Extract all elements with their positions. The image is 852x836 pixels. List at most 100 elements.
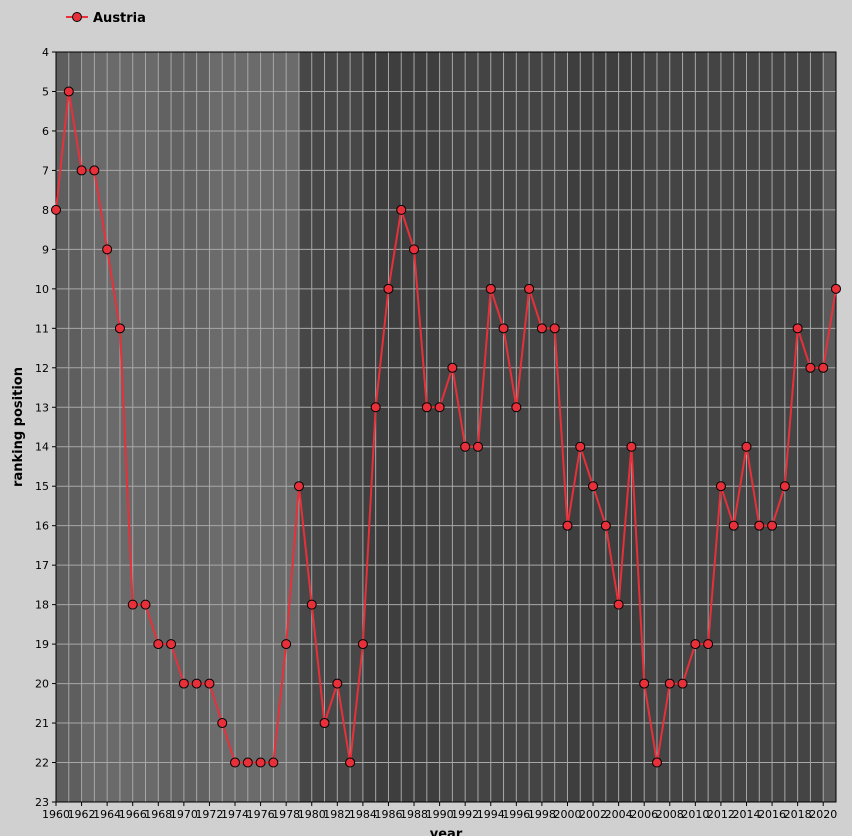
marker	[754, 520, 765, 531]
x-tick-label: 2000	[553, 808, 581, 821]
marker	[76, 165, 87, 176]
y-tick-label: 13	[35, 401, 49, 414]
x-tick-label: 2002	[579, 808, 607, 821]
marker	[140, 599, 151, 610]
marker	[767, 520, 778, 531]
marker	[626, 441, 637, 452]
x-axis-label: year	[430, 827, 463, 836]
marker	[575, 441, 586, 452]
x-tick-label: 1992	[451, 808, 479, 821]
marker	[255, 757, 266, 768]
y-tick-label: 5	[42, 85, 49, 98]
x-tick-label: 1994	[477, 808, 505, 821]
marker	[549, 323, 560, 334]
y-tick-label: 16	[35, 520, 49, 533]
marker	[664, 678, 675, 689]
marker	[204, 678, 215, 689]
marker	[191, 678, 202, 689]
x-tick-label: 1974	[221, 808, 249, 821]
marker	[281, 639, 292, 650]
x-tick-label: 2018	[784, 808, 812, 821]
x-tick-label: 1984	[349, 808, 377, 821]
marker	[779, 481, 790, 492]
marker	[396, 204, 407, 215]
x-tick-label: 2010	[681, 808, 709, 821]
marker	[383, 283, 394, 294]
y-tick-label: 22	[35, 757, 49, 770]
marker	[306, 599, 317, 610]
marker	[472, 441, 483, 452]
y-tick-label: 11	[35, 322, 49, 335]
x-tick-label: 1976	[247, 808, 275, 821]
marker	[293, 481, 304, 492]
x-tick-label: 1978	[272, 808, 300, 821]
x-tick-label: 1970	[170, 808, 198, 821]
marker	[51, 204, 61, 215]
x-tick-label: 1990	[426, 808, 454, 821]
marker	[728, 520, 739, 531]
x-tick-label: 1960	[42, 808, 70, 821]
marker	[524, 283, 535, 294]
x-tick-label: 2004	[605, 808, 633, 821]
marker	[805, 362, 816, 373]
marker	[63, 86, 74, 97]
y-tick-label: 4	[42, 46, 49, 59]
marker	[588, 481, 599, 492]
y-tick-label: 12	[35, 362, 49, 375]
x-tick-label: 1966	[119, 808, 147, 821]
marker	[715, 481, 726, 492]
marker	[536, 323, 547, 334]
marker	[370, 402, 381, 413]
y-tick-label: 23	[35, 796, 49, 809]
marker	[792, 323, 803, 334]
y-tick-label: 18	[35, 599, 49, 612]
x-tick-label: 1996	[502, 808, 530, 821]
background-band	[823, 52, 836, 802]
marker	[166, 639, 177, 650]
legend-label: Austria	[93, 11, 146, 26]
marker	[741, 441, 752, 452]
y-tick-label: 6	[42, 125, 49, 138]
marker	[230, 757, 241, 768]
marker	[409, 244, 420, 255]
x-tick-label: 2008	[656, 808, 684, 821]
y-tick-label: 17	[35, 559, 49, 572]
marker	[114, 323, 125, 334]
y-axis-label: ranking position	[11, 367, 26, 487]
marker	[319, 718, 330, 729]
marker	[600, 520, 611, 531]
x-tick-label: 1980	[298, 808, 326, 821]
y-tick-label: 10	[35, 283, 49, 296]
marker	[332, 678, 343, 689]
marker	[677, 678, 688, 689]
marker	[651, 757, 662, 768]
marker	[268, 757, 279, 768]
background-band	[298, 52, 363, 802]
y-tick-label: 20	[35, 678, 49, 691]
marker	[818, 362, 829, 373]
marker	[639, 678, 650, 689]
marker	[102, 244, 113, 255]
marker	[485, 283, 496, 294]
y-tick-label: 19	[35, 638, 49, 651]
marker	[613, 599, 624, 610]
marker	[153, 639, 164, 650]
marker	[498, 323, 509, 334]
marker	[421, 402, 432, 413]
x-tick-label: 2020	[809, 808, 837, 821]
x-tick-label: 1986	[374, 808, 402, 821]
y-tick-label: 14	[35, 441, 49, 454]
marker	[127, 599, 138, 610]
x-tick-label: 1964	[93, 808, 121, 821]
marker	[447, 362, 458, 373]
marker	[434, 402, 445, 413]
marker	[460, 441, 471, 452]
x-tick-label: 1972	[195, 808, 223, 821]
x-tick-label: 1982	[323, 808, 351, 821]
y-tick-label: 8	[42, 204, 49, 217]
marker	[703, 639, 714, 650]
x-tick-label: 1968	[144, 808, 172, 821]
x-tick-label: 2006	[630, 808, 658, 821]
x-tick-label: 2012	[707, 808, 735, 821]
